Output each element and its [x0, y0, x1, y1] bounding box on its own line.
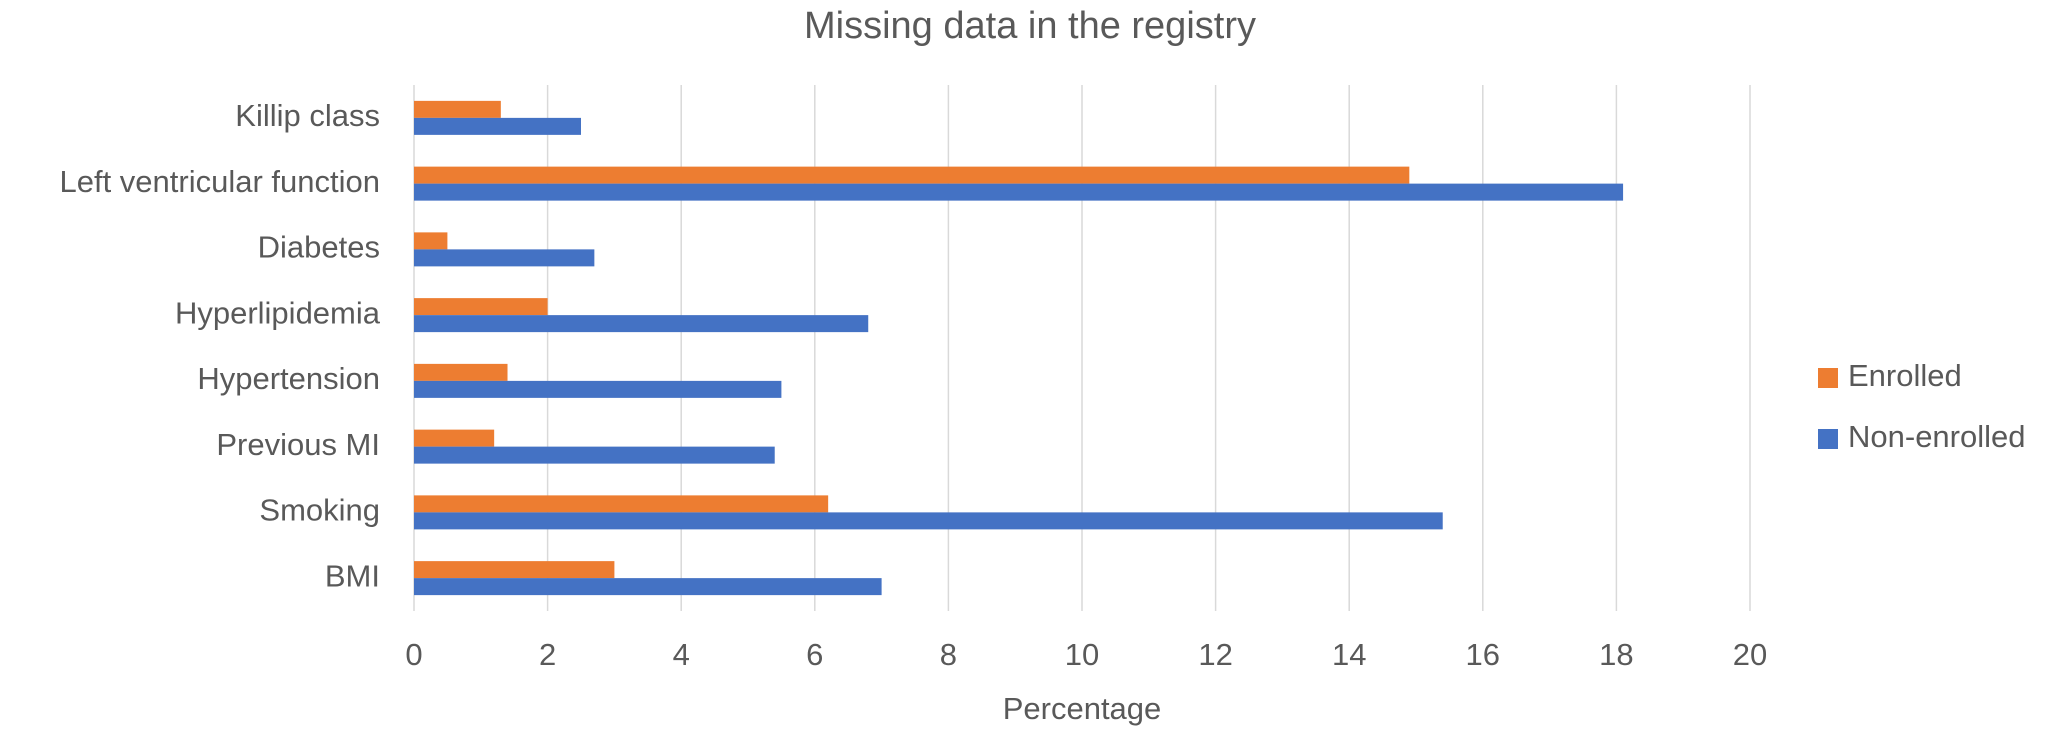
y-tick-label: Diabetes — [258, 230, 380, 265]
y-tick-label: Previous MI — [216, 427, 380, 462]
x-axis-title: Percentage — [1003, 691, 1162, 726]
legend-swatch — [1818, 368, 1838, 388]
y-tick-label: Hypertension — [197, 361, 380, 396]
legend-swatch — [1818, 429, 1838, 449]
x-tick-label: 12 — [1198, 637, 1232, 672]
bar — [414, 512, 1443, 530]
bar — [414, 166, 1410, 184]
bar — [414, 380, 782, 398]
bar — [414, 578, 882, 596]
x-tick-label: 18 — [1599, 637, 1633, 672]
bar — [414, 495, 829, 513]
x-tick-label: 8 — [940, 637, 957, 672]
x-tick-label: 14 — [1332, 637, 1366, 672]
x-tick-label: 10 — [1065, 637, 1099, 672]
x-tick-label: 0 — [405, 637, 422, 672]
bar — [414, 232, 448, 250]
legend-label: Non-enrolled — [1848, 419, 2026, 454]
bar — [414, 100, 501, 118]
bar — [414, 249, 595, 267]
bar — [414, 298, 548, 316]
x-tick-label: 2 — [539, 637, 556, 672]
y-tick-label: Smoking — [259, 493, 380, 528]
y-tick-label: Left ventricular function — [59, 164, 380, 199]
chart-title: Missing data in the registry — [804, 5, 1256, 47]
y-tick-label: BMI — [325, 558, 380, 593]
bar — [414, 363, 508, 381]
legend-label: Enrolled — [1848, 358, 1962, 393]
y-tick-label: Killip class — [235, 98, 380, 133]
x-tick-label: 16 — [1466, 637, 1500, 672]
x-tick-label: 20 — [1733, 637, 1767, 672]
bar — [414, 117, 581, 135]
x-tick-label: 6 — [806, 637, 823, 672]
x-tick-label: 4 — [673, 637, 690, 672]
y-tick-label: Hyperlipidemia — [175, 295, 381, 330]
bar — [414, 446, 775, 464]
bar — [414, 561, 615, 579]
bar — [414, 183, 1624, 201]
bar — [414, 315, 869, 333]
bar — [414, 429, 495, 447]
